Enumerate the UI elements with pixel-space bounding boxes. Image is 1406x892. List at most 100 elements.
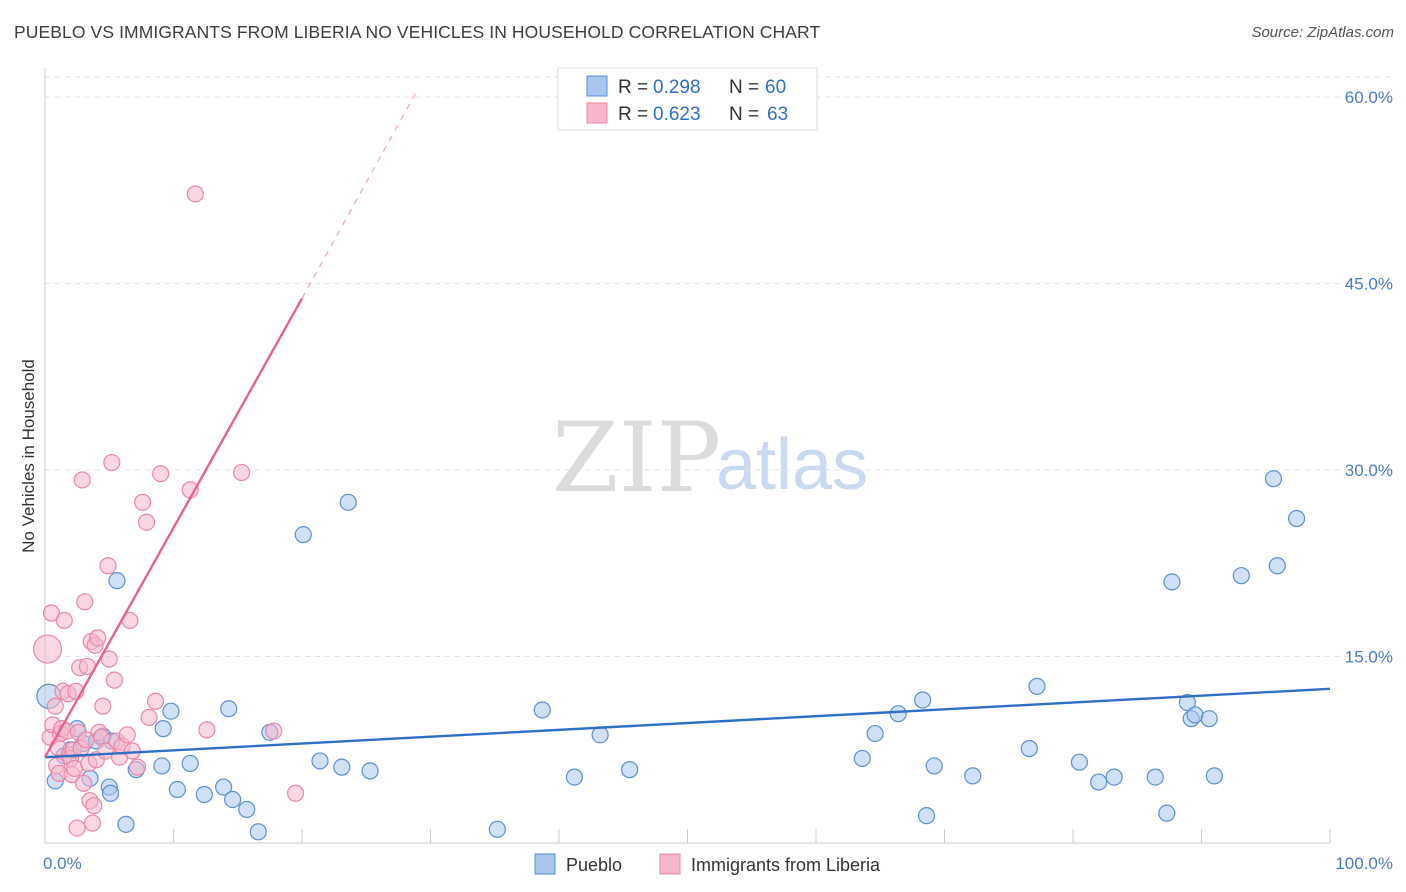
- pueblo-point: [1264, 470, 1283, 488]
- legend-swatch-pueblo: [586, 75, 608, 97]
- pueblo-point: [925, 757, 943, 775]
- trend-lines: [43, 89, 1331, 759]
- liberia-trend-line: [43, 297, 304, 758]
- legend-n-label-1: N =: [729, 77, 759, 98]
- y-axis-label: No Vehicles in Household: [19, 359, 38, 553]
- x-ticks: [44, 829, 1331, 843]
- liberia-point: [286, 784, 305, 802]
- pueblo-point: [1205, 767, 1223, 785]
- liberia-point: [74, 774, 93, 792]
- pueblo-point: [1232, 567, 1250, 585]
- pueblo-point: [1268, 557, 1286, 575]
- pueblo-point: [853, 749, 871, 768]
- liberia-point: [140, 708, 158, 727]
- x-tick-label-min: 0.0%: [43, 854, 82, 873]
- legend-swatch-liberia: [586, 102, 608, 124]
- pueblo-point: [1186, 706, 1204, 724]
- liberia-point: [103, 453, 121, 472]
- liberia-point: [134, 493, 152, 511]
- pueblo-point: [917, 807, 936, 825]
- pueblo-point: [361, 762, 379, 780]
- legend-r-label-1: R =: [618, 77, 648, 98]
- pueblo-point: [565, 768, 584, 786]
- pueblo-point: [220, 700, 238, 718]
- pueblo-point: [224, 790, 242, 809]
- y-tick-label: 15.0%: [1345, 648, 1393, 667]
- pueblo-point: [1105, 768, 1123, 786]
- liberia-point: [85, 797, 103, 815]
- bottom-legend-liberia: Immigrants from Liberia: [691, 855, 881, 875]
- watermark-zip: ZIP: [552, 402, 721, 514]
- liberia-point: [94, 697, 112, 715]
- legend-n-value-1: 60: [765, 77, 786, 98]
- pueblo-point: [964, 767, 982, 785]
- pueblo-point: [889, 705, 907, 723]
- pueblo-point: [591, 726, 609, 744]
- liberia-point: [118, 726, 136, 744]
- legend-n-value-2: 63: [767, 104, 788, 125]
- legend-r-label-2: R =: [618, 104, 648, 125]
- liberia-point: [265, 722, 283, 740]
- pueblo-point: [621, 761, 639, 779]
- pueblo-point: [1028, 677, 1046, 695]
- pueblo-point: [195, 785, 213, 804]
- gridlines: [45, 76, 1393, 657]
- liberia-point: [32, 634, 63, 664]
- liberia-point: [68, 819, 86, 837]
- pueblo-point: [153, 757, 171, 775]
- bottom-legend-pueblo: Pueblo: [566, 855, 622, 875]
- liberia-point: [73, 471, 91, 489]
- pueblo-point: [311, 752, 329, 770]
- pueblo-point: [533, 701, 551, 719]
- liberia-point: [152, 465, 170, 483]
- pueblo-point: [1178, 693, 1196, 712]
- watermark-atlas: atlas: [716, 425, 868, 505]
- liberia-point: [89, 629, 107, 647]
- pueblo-point: [1163, 573, 1181, 591]
- pueblo-point: [333, 758, 351, 776]
- source-credit: Source: ZipAtlas.com: [1251, 24, 1394, 41]
- pueblo-point: [339, 493, 357, 511]
- bottom-legend: Pueblo Immigrants from Liberia: [534, 853, 881, 875]
- liberia-point: [233, 463, 251, 482]
- liberia-point: [55, 611, 73, 630]
- pueblo-point: [181, 754, 199, 773]
- pueblo-point: [1020, 739, 1038, 758]
- legend-n-label-2: N =: [729, 104, 759, 125]
- chart-title: PUEBLO VS IMMIGRANTS FROM LIBERIA NO VEH…: [14, 22, 821, 42]
- pueblo-point: [101, 784, 120, 802]
- liberia-point: [76, 593, 94, 611]
- pueblo-point: [238, 800, 256, 819]
- bottom-legend-swatch-liberia: [659, 853, 681, 875]
- pueblo-point: [249, 823, 267, 841]
- liberia-point: [128, 758, 147, 776]
- liberia-point: [146, 692, 165, 710]
- pueblo-trend-line: [44, 687, 1331, 759]
- liberia-point: [46, 697, 64, 715]
- pueblo-point: [488, 820, 506, 838]
- liberia-point: [198, 721, 216, 739]
- y-tick-label: 45.0%: [1345, 275, 1393, 294]
- pueblo-point: [294, 526, 312, 544]
- pueblo-point: [215, 778, 233, 796]
- pueblo-point: [1200, 710, 1218, 728]
- liberia-point: [99, 557, 117, 575]
- pueblo-point: [162, 702, 180, 720]
- liberia-trend-extension: [301, 89, 419, 299]
- legend-r-value-1: 0.298: [653, 77, 701, 98]
- pueblo-point: [108, 572, 126, 590]
- pueblo-point: [1070, 753, 1089, 771]
- liberia-points: [32, 185, 305, 837]
- liberia-point: [186, 185, 204, 203]
- liberia-point: [137, 513, 156, 531]
- liberia-point: [123, 742, 141, 760]
- liberia-point: [105, 671, 123, 689]
- pueblo-point: [1287, 509, 1306, 528]
- pueblo-points: [36, 470, 1306, 841]
- pueblo-point: [117, 815, 135, 833]
- y-tick-labels: 15.0% 30.0% 45.0% 60.0%: [1345, 88, 1393, 667]
- pueblo-point: [168, 780, 186, 799]
- pueblo-point: [1158, 804, 1176, 822]
- legend: R = 0.298 N = 60 R = 0.623 N = 63: [557, 67, 818, 131]
